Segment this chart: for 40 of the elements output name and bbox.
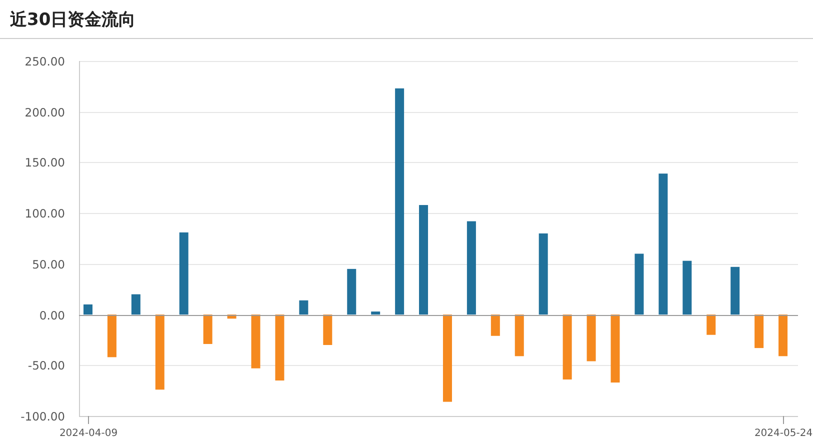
bar [203, 314, 212, 344]
bar [442, 314, 452, 402]
x-tick-label: 2024-04-09 [59, 428, 118, 439]
bar [610, 314, 620, 383]
bar [706, 314, 716, 335]
bar [634, 254, 644, 315]
y-tick-label: 0.00 [39, 308, 65, 322]
bar [730, 266, 740, 315]
bar [538, 233, 548, 315]
bar [299, 300, 308, 315]
y-tick-label: 200.00 [24, 106, 65, 120]
bar [586, 314, 596, 362]
bar [107, 314, 116, 358]
x-tick-label: 2024-05-24 [754, 428, 813, 439]
bar [682, 260, 692, 315]
bar [419, 205, 428, 315]
bar [179, 232, 188, 315]
y-tick-label: 150.00 [24, 156, 65, 170]
bar [395, 88, 404, 315]
bar [83, 304, 92, 315]
y-tick-label: -50.00 [28, 358, 65, 372]
bar [754, 314, 764, 348]
y-tick-label: 100.00 [24, 206, 65, 220]
bar [371, 312, 380, 315]
chart-title: 近30日资金流向 [9, 10, 136, 30]
bar [658, 174, 668, 315]
bar [490, 314, 500, 336]
bar [514, 314, 524, 356]
y-tick-label: 50.00 [32, 258, 65, 272]
bar [323, 314, 332, 345]
y-tick-label: -100.00 [20, 410, 65, 424]
bar [778, 314, 788, 356]
bar [131, 294, 140, 315]
bar [155, 314, 164, 390]
y-tick-label: 250.00 [24, 54, 65, 68]
bar [562, 314, 572, 380]
bar [275, 314, 284, 380]
bar [347, 268, 356, 315]
bar [251, 314, 260, 368]
bar [466, 221, 476, 315]
